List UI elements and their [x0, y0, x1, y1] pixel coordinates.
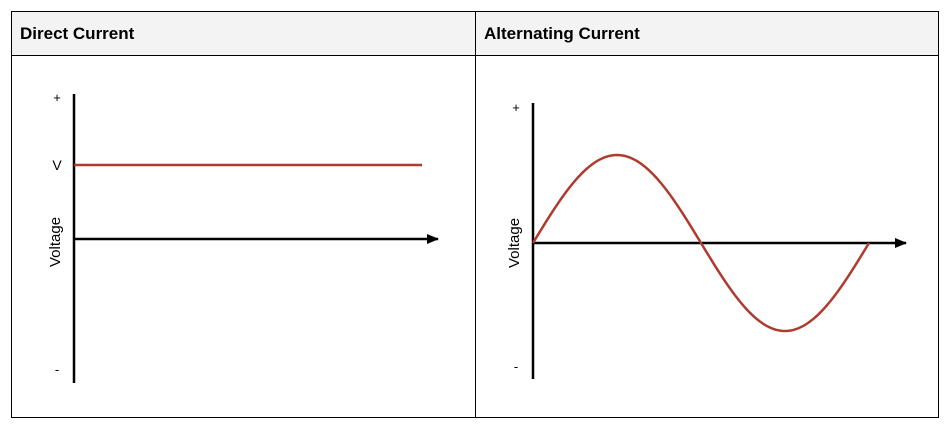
ac-plus-label: + [512, 100, 520, 115]
ac-sine-wave [531, 153, 871, 333]
column-divider [475, 12, 476, 417]
dc-panel: + V - Voltage [12, 56, 475, 417]
comparison-table: Direct Current Alternating Current + V -… [11, 11, 939, 418]
ac-y-axis-label: Voltage [506, 218, 523, 268]
header-alternating-current: Alternating Current [484, 24, 640, 43]
dc-minus-label: - [55, 362, 59, 377]
ac-panel: + - Voltage [476, 56, 938, 417]
ac-graph: + - Voltage [506, 100, 907, 379]
dc-graph: + V - Voltage [47, 90, 439, 383]
header-direct-current: Direct Current [20, 24, 135, 43]
ac-minus-label: - [514, 359, 518, 374]
dc-v-label: V [52, 157, 62, 173]
dc-plus-label: + [53, 90, 61, 105]
dc-y-axis-label: Voltage [47, 217, 64, 267]
